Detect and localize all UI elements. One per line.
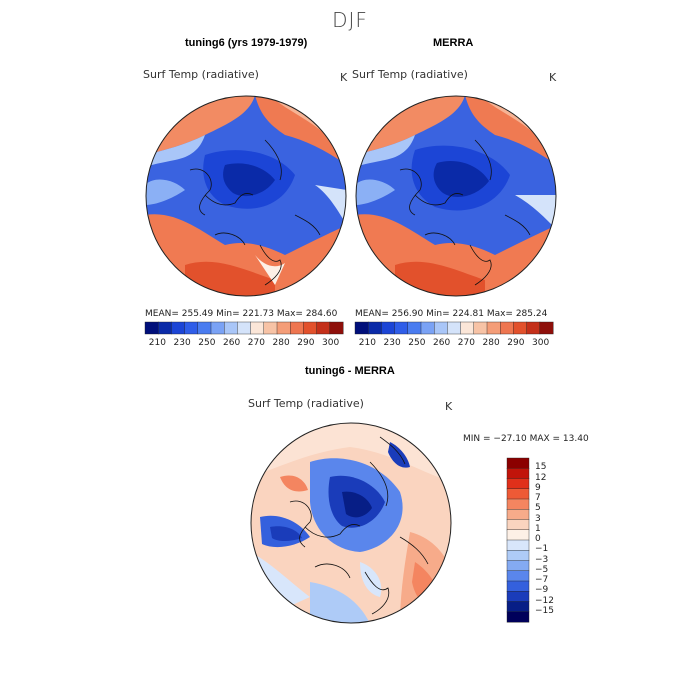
colorbar-tick-label: 9 xyxy=(535,482,541,493)
colorbar-swatch xyxy=(486,321,501,335)
colorbar-tick-label: 12 xyxy=(535,472,547,483)
colorbar-swatch xyxy=(506,539,530,551)
colorbar-tick-label: 15 xyxy=(535,462,547,473)
colorbar-tick-label: 260 xyxy=(433,338,451,348)
colorbar-model xyxy=(144,321,344,335)
colorbar-swatch xyxy=(506,468,530,480)
colorbar-tick-label: 300 xyxy=(532,338,550,348)
colorbar-swatch xyxy=(381,321,396,335)
page-title: DJF xyxy=(332,8,368,32)
polar-map-model xyxy=(145,95,347,297)
colorbar-diff xyxy=(506,457,530,623)
colorbar-tick-label: 230 xyxy=(173,338,191,348)
colorbar-swatch xyxy=(289,321,304,335)
colorbar-swatch xyxy=(506,591,530,603)
stats-diff: MIN = −27.10 MAX = 13.40 xyxy=(463,434,589,444)
colorbar-swatch xyxy=(276,321,291,335)
colorbar-tick-label: 280 xyxy=(272,338,290,348)
colorbar-ticks-diff: 15 12 9 7 5 3 1 0 −1 −3 −5 −7 −9 −12 −15 xyxy=(535,458,575,622)
colorbar-tick-label: −12 xyxy=(535,595,554,606)
panel-title-model: tuning6 (yrs 1979-1979) xyxy=(185,37,308,49)
colorbar-tick-label: 1 xyxy=(535,523,541,534)
colorbar-tick-label: −1 xyxy=(535,544,549,555)
colorbar-tick-label: 3 xyxy=(535,513,541,524)
colorbar-tick-label: 270 xyxy=(457,338,475,348)
stats-model: MEAN= 255.49 Min= 221.73 Max= 284.60 xyxy=(145,309,338,319)
colorbar-swatch xyxy=(506,550,530,562)
colorbar-swatch xyxy=(197,321,212,335)
variable-label-diff: Surf Temp (radiative) xyxy=(248,397,364,410)
colorbar-tick-label: 210 xyxy=(358,338,376,348)
colorbar-tick-label: 210 xyxy=(148,338,166,348)
units-label-diff: K xyxy=(445,400,453,413)
colorbar-swatch xyxy=(506,560,530,572)
colorbar-tick-label: −3 xyxy=(535,554,549,565)
colorbar-swatch xyxy=(513,321,528,335)
colorbar-tick-label: −15 xyxy=(535,605,554,616)
colorbar-tick-label: 5 xyxy=(535,503,541,514)
colorbar-swatch xyxy=(171,321,186,335)
colorbar-swatch xyxy=(237,321,252,335)
colorbar-swatch xyxy=(433,321,448,335)
colorbar-swatch xyxy=(184,321,199,335)
colorbar-tick-label: −9 xyxy=(535,585,549,596)
colorbar-swatch xyxy=(506,478,530,490)
colorbar-tick-label: 290 xyxy=(507,338,525,348)
colorbar-swatch xyxy=(506,498,530,510)
colorbar-ticks-model: 210 230 250 260 270 280 290 300 xyxy=(145,338,343,350)
colorbar-tick-label: 270 xyxy=(247,338,265,348)
colorbar-tick-label: 280 xyxy=(482,338,500,348)
colorbar-tick-label: 260 xyxy=(223,338,241,348)
colorbar-tick-label: 0 xyxy=(535,534,541,544)
colorbar-swatch xyxy=(354,321,369,335)
panel-title-merra: MERRA xyxy=(433,37,474,49)
units-label-merra: K xyxy=(549,71,557,84)
colorbar-swatch xyxy=(506,509,530,521)
colorbar-tick-label: 290 xyxy=(297,338,315,348)
colorbar-swatch xyxy=(420,321,435,335)
colorbar-swatch xyxy=(499,321,514,335)
colorbar-swatch xyxy=(329,321,344,335)
polar-map-merra xyxy=(355,95,557,297)
colorbar-tick-label: 250 xyxy=(198,338,216,348)
stats-merra: MEAN= 256.90 Min= 224.81 Max= 285.24 xyxy=(355,309,548,319)
colorbar-tick-label: 7 xyxy=(535,493,541,503)
colorbar-swatch xyxy=(506,601,530,613)
units-label-model: K xyxy=(340,71,348,84)
colorbar-swatch xyxy=(506,529,530,541)
colorbar-swatch xyxy=(460,321,475,335)
colorbar-swatch xyxy=(506,519,530,531)
colorbar-merra xyxy=(354,321,554,335)
colorbar-tick-label: 230 xyxy=(383,338,401,348)
panel-title-diff: tuning6 - MERRA xyxy=(305,365,395,377)
colorbar-swatch xyxy=(506,570,530,582)
colorbar-swatch xyxy=(407,321,422,335)
variable-label-merra: Surf Temp (radiative) xyxy=(352,68,468,81)
colorbar-swatch xyxy=(367,321,382,335)
colorbar-swatch xyxy=(506,457,530,469)
colorbar-swatch xyxy=(263,321,278,335)
colorbar-swatch xyxy=(316,321,331,335)
colorbar-tick-label: 250 xyxy=(408,338,426,348)
colorbar-swatch xyxy=(144,321,159,335)
colorbar-swatch xyxy=(506,580,530,592)
colorbar-swatch xyxy=(506,611,530,623)
colorbar-swatch xyxy=(506,488,530,500)
colorbar-swatch xyxy=(223,321,238,335)
colorbar-swatch xyxy=(473,321,488,335)
colorbar-swatch xyxy=(447,321,462,335)
variable-label-model: Surf Temp (radiative) xyxy=(143,68,259,81)
colorbar-swatch xyxy=(539,321,554,335)
colorbar-ticks-merra: 210 230 250 260 270 280 290 300 xyxy=(355,338,553,350)
colorbar-tick-label: −5 xyxy=(535,564,549,575)
colorbar-swatch xyxy=(303,321,318,335)
colorbar-swatch xyxy=(210,321,225,335)
colorbar-swatch xyxy=(394,321,409,335)
colorbar-swatch xyxy=(157,321,172,335)
colorbar-tick-label: 300 xyxy=(322,338,340,348)
colorbar-swatch xyxy=(250,321,265,335)
colorbar-swatch xyxy=(526,321,541,335)
colorbar-tick-label: −7 xyxy=(535,575,549,585)
polar-map-diff xyxy=(250,422,452,624)
